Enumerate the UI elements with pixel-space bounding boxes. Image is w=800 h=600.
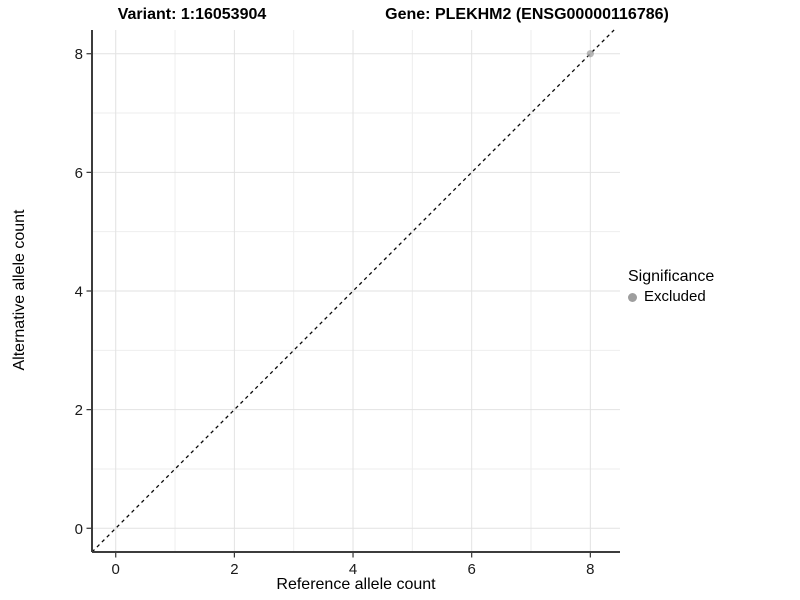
data-point-excluded: [586, 50, 594, 58]
y-tick-label: 6: [75, 165, 83, 182]
plot-title-variant: Variant: 1:16053904: [117, 6, 267, 23]
legend-item-excluded: Excluded: [628, 288, 714, 306]
y-tick-label: 0: [75, 521, 83, 538]
x-tick-label: 4: [349, 561, 357, 578]
x-tick-label: 2: [230, 561, 238, 578]
x-tick-label: 0: [112, 561, 120, 578]
x-axis-title: Reference allele count: [276, 576, 436, 593]
x-tick-label: 6: [468, 561, 476, 578]
legend-title: Significance: [628, 268, 715, 285]
plot-title-gene: Gene: PLEKHM2 (ENSG00000116786): [385, 6, 669, 23]
x-tick-label: 8: [586, 561, 594, 578]
legend: Significance Excluded: [628, 267, 714, 306]
legend-point-icon: [628, 292, 637, 302]
y-tick-label: 4: [75, 284, 83, 301]
y-tick-label: 2: [75, 402, 83, 419]
legend-item-label: Excluded: [644, 288, 706, 305]
y-tick-label: 8: [75, 46, 83, 63]
